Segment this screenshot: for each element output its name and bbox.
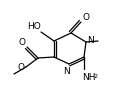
Text: N: N bbox=[87, 36, 94, 44]
Text: N: N bbox=[64, 67, 70, 76]
Text: O: O bbox=[82, 12, 90, 22]
Text: HO: HO bbox=[27, 22, 41, 31]
Text: O: O bbox=[19, 37, 25, 47]
Text: NH: NH bbox=[82, 73, 96, 82]
Text: O: O bbox=[17, 63, 25, 72]
Text: 2: 2 bbox=[93, 74, 97, 79]
